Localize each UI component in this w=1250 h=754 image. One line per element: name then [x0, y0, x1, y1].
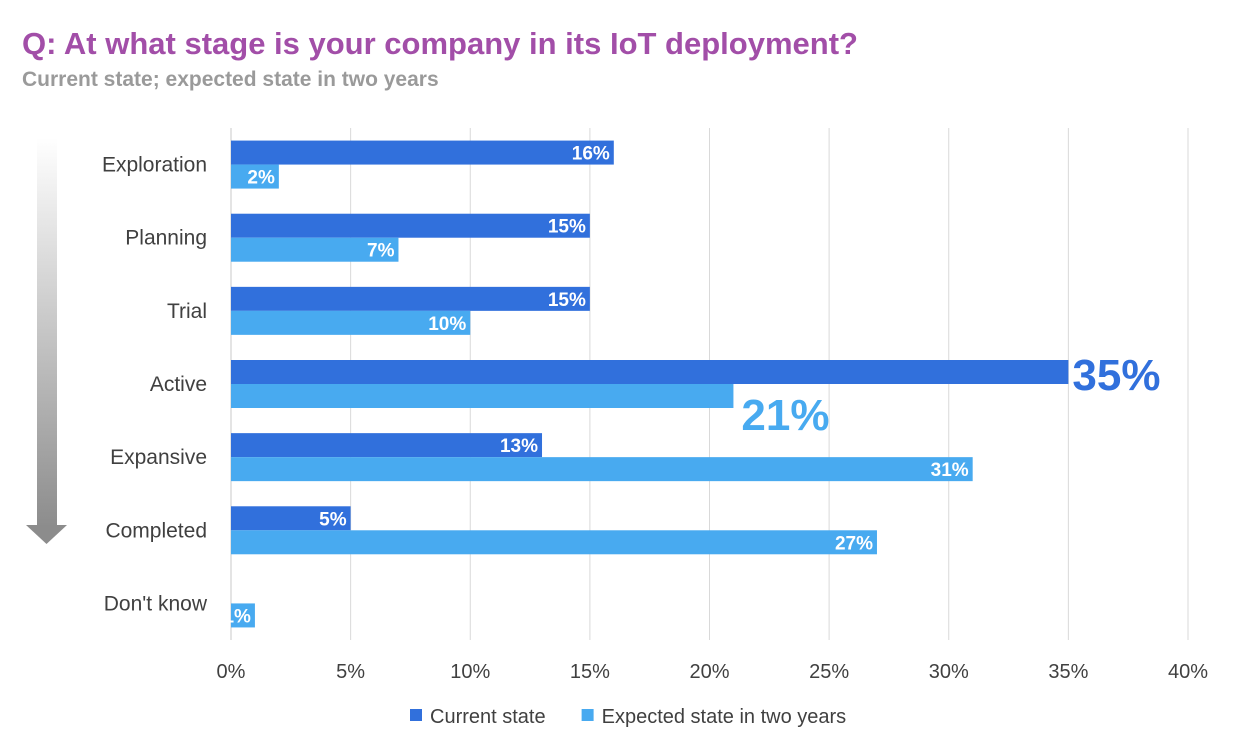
legend-label: Current state: [430, 706, 546, 728]
category-label: Exploration: [102, 154, 207, 177]
x-tick-label: 40%: [1168, 661, 1208, 683]
x-tick-label: 25%: [809, 661, 849, 683]
bar-expected: [231, 164, 279, 189]
bar-expected: [231, 603, 255, 628]
data-label-highlight: 21%: [741, 391, 829, 440]
category-label: Don't know: [104, 592, 208, 615]
data-label: 15%: [548, 290, 586, 311]
chart-subtitle: Current state; expected state in two yea…: [22, 68, 439, 91]
category-label: Active: [150, 373, 207, 396]
bar-current: [231, 213, 590, 238]
bar-current: [231, 140, 614, 165]
data-label: 13%: [500, 436, 538, 457]
x-tick-label: 0%: [217, 661, 246, 683]
bar-expected: [231, 310, 471, 335]
data-label: 7%: [367, 241, 395, 262]
x-tick-label: 5%: [336, 661, 365, 683]
x-tick-label: 20%: [689, 661, 729, 683]
legend-swatch: [581, 709, 594, 721]
bar-current: [231, 433, 543, 458]
data-label: 2%: [247, 168, 275, 189]
category-label: Trial: [167, 300, 207, 323]
data-label: 1%: [223, 606, 251, 627]
bar-current: [231, 286, 590, 311]
data-label: 10%: [428, 314, 466, 335]
bar-current: [231, 506, 351, 531]
chart-title: Q: At what stage is your company in its …: [22, 26, 858, 61]
bar-expected: [231, 237, 399, 262]
x-tick-label: 30%: [929, 661, 969, 683]
data-label: 5%: [319, 509, 347, 530]
bar-expected: [231, 384, 734, 408]
data-label: 16%: [572, 144, 610, 165]
bar-current: [231, 360, 1069, 384]
x-tick-label: 10%: [450, 661, 490, 683]
progression-arrow-icon: [26, 138, 67, 544]
x-tick-label: 35%: [1048, 661, 1088, 683]
legend-swatch: [410, 709, 422, 721]
category-label: Completed: [105, 519, 207, 542]
data-label-highlight: 35%: [1072, 351, 1160, 400]
category-label: Planning: [125, 227, 207, 250]
category-label: Expansive: [110, 446, 207, 469]
data-label: 27%: [835, 533, 873, 554]
bar-expected: [231, 457, 973, 482]
bar-expected: [231, 530, 877, 555]
legend-label: Expected state in two years: [602, 706, 847, 728]
x-tick-label: 15%: [570, 661, 610, 683]
data-label: 15%: [548, 217, 586, 238]
data-label: 31%: [931, 460, 969, 481]
